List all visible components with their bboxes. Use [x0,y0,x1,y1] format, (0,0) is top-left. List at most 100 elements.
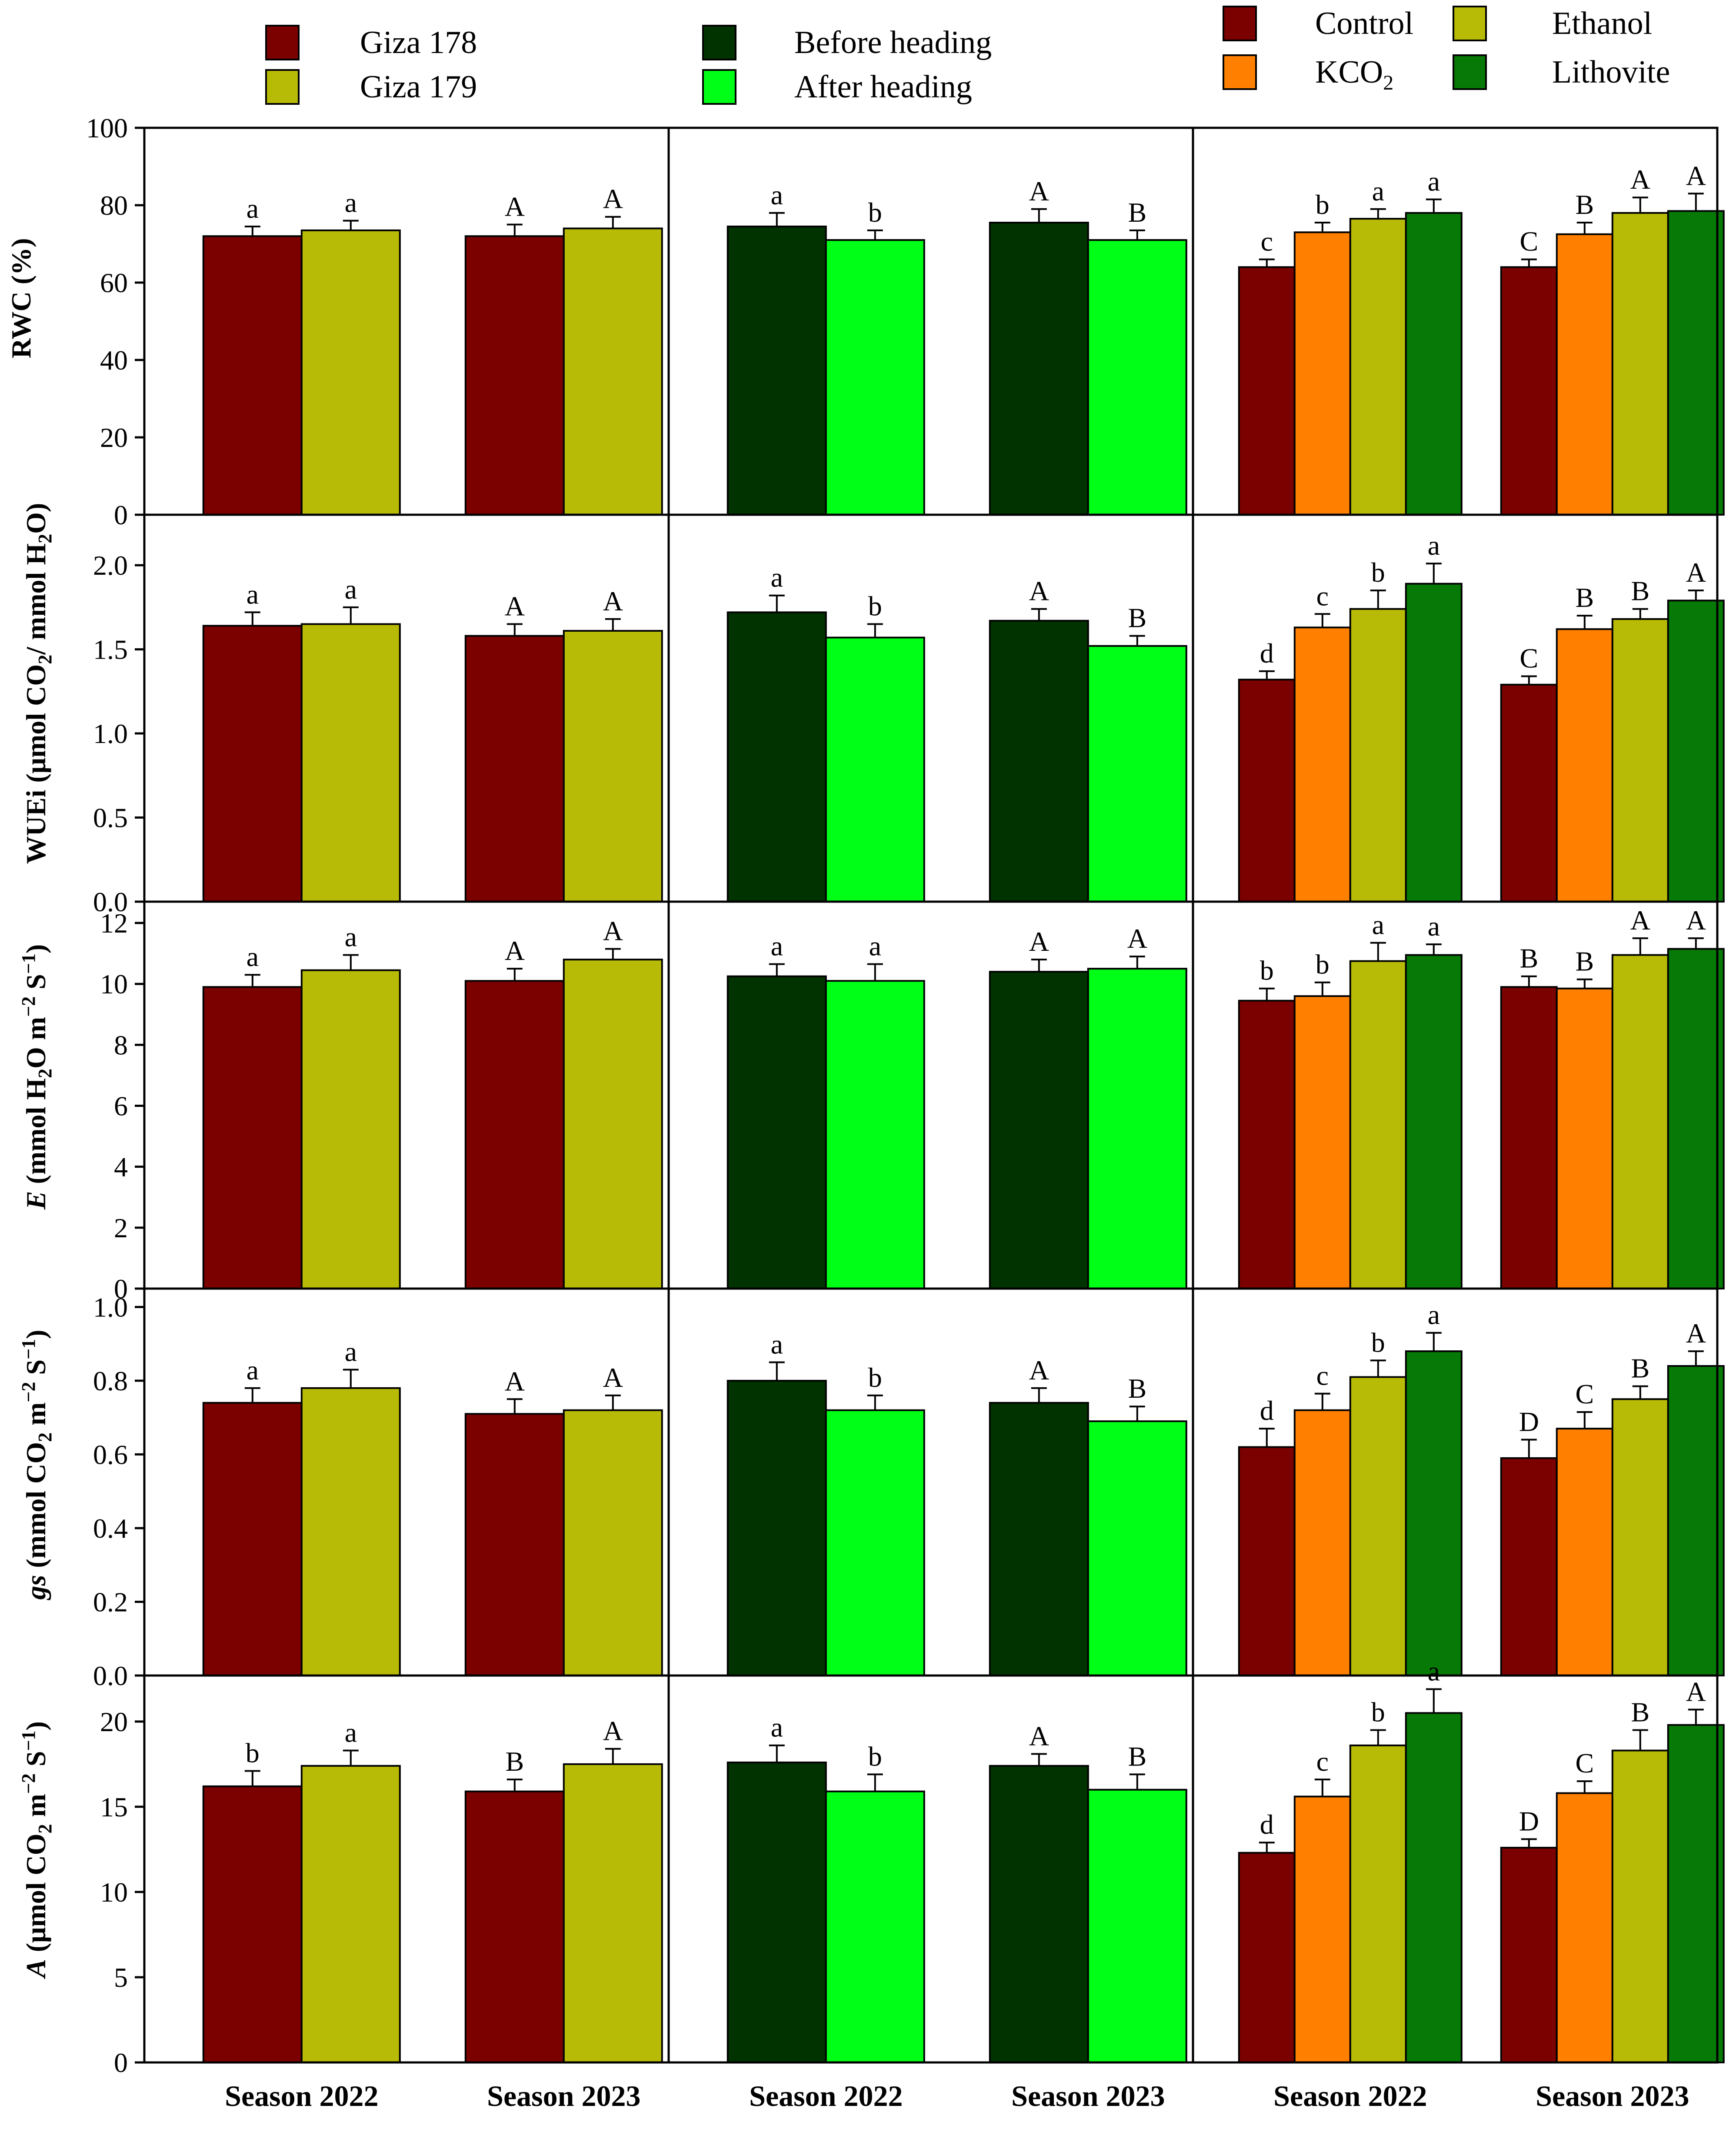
bar-control-season-2023 [1500,1457,1558,1677]
sig-letter-giza-179-season-2023: A [603,183,623,214]
sig-letter-ethanol-season-2023: A [1630,164,1650,195]
sig-letter-kco2-season-2022: c [1316,1360,1329,1391]
y-axis: 0 2 4 6 8 10 12 [100,908,144,1304]
bar-before-heading-season-2022 [726,975,827,1289]
bar-before-heading-season-2023 [989,222,1089,516]
panel-treatment: d c b a C B B A [1192,513,1725,903]
bar-lithovite-season-2022 [1405,1350,1463,1676]
bar-before-heading-season-2022 [726,225,827,516]
bar-lithovite-season-2022 [1405,1712,1463,2064]
legend-swatch-kco2 [1223,54,1257,90]
bar-kco2-season-2023 [1556,628,1613,903]
bar-giza-179-season-2023 [563,1409,663,1677]
sig-letter-after-heading-season-2023: B [1128,1373,1146,1404]
sig-letter-after-heading-season-2022: b [868,591,882,622]
y-tick-label: 0.2 [93,1586,128,1617]
legend-label-kco2-sub: 2 [1383,71,1393,94]
y-tick-label: 1.0 [93,1292,128,1323]
bar-control-season-2023 [1500,683,1558,903]
y-tick-label: 10 [100,969,128,999]
y-tick-label: 0.0 [93,886,128,917]
sig-letter-kco2-season-2023: C [1575,1748,1594,1779]
sig-letter-before-heading-season-2023: A [1029,1720,1049,1751]
sig-letter-control-season-2023: C [1519,226,1538,257]
sig-letter-giza-178-season-2022: a [247,1355,259,1386]
y-tick-label: 20 [100,1706,128,1737]
y-tick-label: 10 [100,1877,128,1908]
sig-letter-before-heading-season-2022: a [771,180,783,210]
sig-letter-giza-178-season-2023: A [505,1366,525,1396]
sig-letter-after-heading-season-2022: b [868,1741,882,1772]
bar-giza-179-season-2023 [563,227,663,516]
bar-kco2-season-2022 [1293,1796,1351,2064]
sig-letter-lithovite-season-2023: A [1686,557,1706,588]
sig-letter-giza-178-season-2023: B [505,1746,524,1777]
y-tick-label: 0.5 [93,803,128,833]
y-tick-label: 0.8 [93,1366,128,1396]
y-tick-label: 0.0 [93,1660,128,1691]
sig-letter-kco2-season-2023: C [1575,1379,1594,1409]
sig-letter-ethanol-season-2023: A [1630,905,1650,936]
bar-lithovite-season-2022 [1405,212,1463,516]
sig-letter-lithovite-season-2022: a [1428,1656,1440,1686]
bar-ethanol-season-2022 [1349,960,1407,1289]
sig-letter-kco2-season-2022: c [1316,580,1329,611]
bar-giza-178-season-2022 [202,625,303,903]
ylabel-gs: gs (mmol CO2 m−2 S−1) [18,1330,56,1601]
sig-letter-control-season-2022: b [1260,955,1274,986]
sig-letter-kco2-season-2023: B [1575,946,1594,977]
bar-control-season-2022 [1238,999,1296,1289]
chart-row-e: a a A A a a A Ab b a a B B A A 0 2 4 6 8 10 12 [100,900,1725,1304]
legend-swatch-before-heading [702,25,736,60]
legend-swatch-ethanol [1453,6,1487,41]
bar-giza-178-season-2023 [464,1413,565,1676]
panel-cultivar: b a B A [143,1674,670,2064]
panel-growth-stage: a b A B [667,1287,1194,1677]
bar-after-heading-season-2023 [1087,1789,1187,2063]
sig-letter-ethanol-season-2023: B [1631,1353,1649,1384]
y-axis: 0 20 40 60 80 100 [86,113,144,530]
bar-kco2-season-2022 [1293,1409,1351,1677]
sig-letter-giza-178-season-2023: A [505,935,525,966]
bar-control-season-2022 [1238,679,1296,903]
sig-letter-giza-179-season-2022: a [345,922,357,953]
sig-letter-ethanol-season-2022: a [1372,909,1384,940]
y-axis: 0.0 0.5 1.0 1.5 2.0 [93,550,144,917]
sig-letter-before-heading-season-2022: a [771,562,783,593]
legend-swatch-giza-179 [265,69,300,105]
sig-letter-giza-179-season-2023: A [603,1716,623,1746]
ylabel-a: A (μmol CO2 m−2 S−1) [18,1721,56,1979]
bar-kco2-season-2023 [1556,1792,1613,2064]
bar-after-heading-season-2022 [825,636,925,903]
bar-lithovite-season-2023 [1667,600,1725,903]
bar-before-heading-season-2023 [989,971,1089,1290]
bar-before-heading-season-2023 [989,1402,1089,1677]
bar-giza-178-season-2023 [464,1790,565,2063]
bar-giza-178-season-2023 [464,980,565,1290]
sig-letter-before-heading-season-2022: a [771,1712,783,1743]
sig-letter-after-heading-season-2023: B [1128,197,1146,228]
bar-control-season-2022 [1238,1446,1296,1676]
panel-treatment: c b a a C B A A [1192,127,1725,516]
sig-letter-lithovite-season-2023: A [1686,1676,1706,1707]
sig-letter-giza-178-season-2022: b [246,1738,260,1769]
sig-letter-lithovite-season-2023: A [1686,1318,1706,1349]
sig-letter-before-heading-season-2023: A [1029,926,1049,957]
sig-letter-giza-179-season-2023: A [603,586,623,616]
bar-giza-178-season-2022 [202,986,303,1289]
legend-label-before-heading: Before heading [794,25,992,60]
x-tick-label-season-2022: Season 2022 [749,2079,903,2112]
sig-letter-giza-179-season-2022: a [345,574,357,605]
bar-giza-179-season-2022 [300,1387,401,1677]
sig-letter-lithovite-season-2022: a [1428,166,1440,197]
legend: Giza 178 Giza 179 Before heading After h… [265,6,1670,105]
legend-label-lithovite: Lithovite [1552,54,1670,90]
sig-letter-giza-179-season-2022: a [345,187,357,218]
bar-kco2-season-2022 [1293,995,1351,1290]
y-tick-label: 0.4 [93,1513,128,1544]
sig-letter-kco2-season-2022: c [1316,1746,1329,1777]
bar-kco2-season-2023 [1556,233,1613,516]
